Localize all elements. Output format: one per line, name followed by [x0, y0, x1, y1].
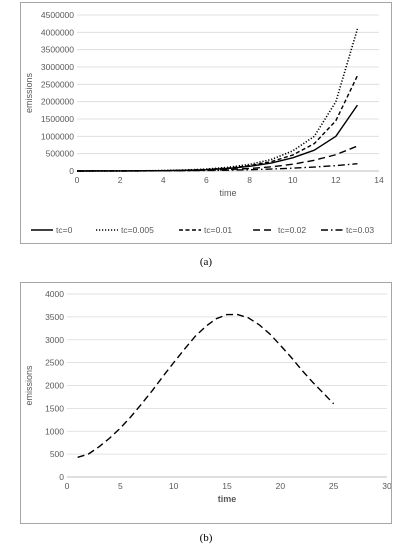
- y-tick-label: 2500: [45, 358, 64, 368]
- x-tick-label: 14: [374, 175, 384, 185]
- x-tick-label: 12: [331, 175, 341, 185]
- y-tick-label: 500: [50, 449, 64, 459]
- x-tick-label: 10: [169, 481, 179, 491]
- y-axis-label: emissions: [24, 365, 34, 406]
- x-axis-label: time: [219, 188, 236, 198]
- x-tick-label: 15: [222, 481, 232, 491]
- y-tick-label: 3000000: [41, 62, 74, 72]
- y-tick-label: 2000000: [41, 97, 74, 107]
- y-tick-label: 4000000: [41, 27, 74, 37]
- y-axis-label: emissions: [24, 72, 34, 113]
- x-tick-label: 4: [161, 175, 166, 185]
- y-tick-label: 3500000: [41, 45, 74, 55]
- y-tick-label: 0: [69, 166, 74, 176]
- y-tick-label: 1000: [45, 426, 64, 436]
- y-tick-label: 4500000: [41, 10, 74, 20]
- y-tick-label: 1500: [45, 403, 64, 413]
- x-tick-label: 20: [276, 481, 286, 491]
- y-tick-label: 3500: [45, 312, 64, 322]
- series-line-4: [76, 163, 358, 172]
- chart-panel-b: 0 500 1000 1500 2000 2500 3000 3500 4000 0 5 10 15 20…: [20, 282, 392, 524]
- series-line-0: [77, 313, 335, 458]
- x-tick-label: 2: [118, 175, 123, 185]
- x-tick-label: 30: [382, 481, 391, 491]
- x-tick-label: 10: [288, 175, 298, 185]
- legend-label: tc=0: [56, 225, 73, 235]
- y-tick-label: 1500000: [41, 114, 74, 124]
- series-line-2: [76, 75, 359, 172]
- legend-label: tc=0.005: [121, 225, 154, 235]
- y-tick-label: 0: [59, 472, 64, 482]
- y-tick-label: 1000000: [41, 131, 74, 141]
- y-tick-label: 2500000: [41, 79, 74, 89]
- caption-a: (a): [199, 256, 213, 268]
- chart-panel-a: 0 500000 1000000 1500000 2000000 2500000 30000…: [20, 2, 392, 244]
- x-tick-label: 6: [204, 175, 209, 185]
- chart-a: 0 500000 1000000 1500000 2000000 2500000 30000…: [24, 10, 384, 235]
- chart-b: 0 500 1000 1500 2000 2500 3000 3500 4000 0 5 10 15 20…: [24, 289, 391, 504]
- legend-label: tc=0.03: [346, 225, 374, 235]
- legend-label: tc=0.02: [278, 225, 306, 235]
- x-tick-label: 8: [247, 175, 252, 185]
- x-axis-label: time: [218, 494, 237, 504]
- x-tick-label: 0: [65, 481, 70, 491]
- caption-b: (b): [199, 532, 213, 544]
- series-line-0: [76, 104, 359, 172]
- x-tick-label: 5: [118, 481, 123, 491]
- y-tick-label: 500000: [46, 149, 75, 159]
- legend-label: tc=0.01: [204, 225, 232, 235]
- x-tick-label: 0: [75, 175, 80, 185]
- y-tick-label: 4000: [45, 289, 64, 299]
- y-tick-label: 2000: [45, 381, 64, 391]
- x-tick-label: 25: [329, 481, 339, 491]
- y-tick-label: 3000: [45, 335, 64, 345]
